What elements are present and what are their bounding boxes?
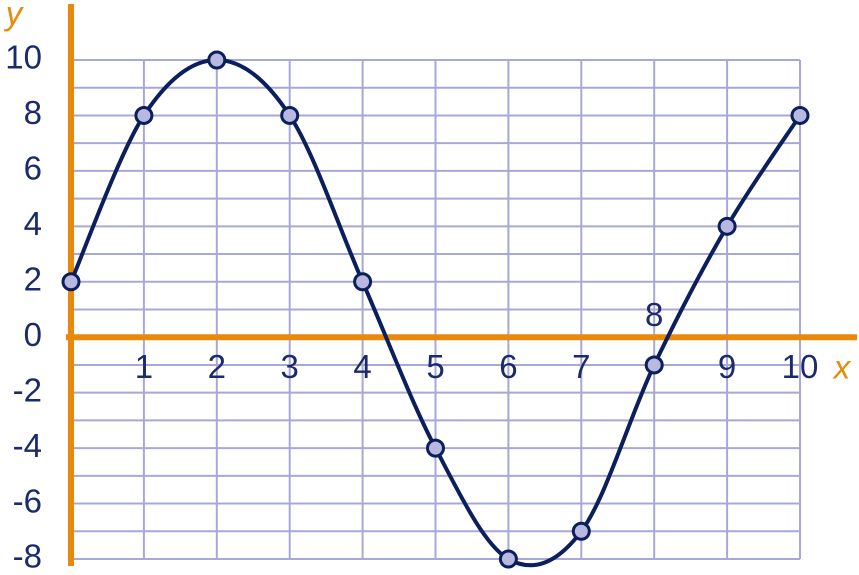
x-tick-label: 7 bbox=[572, 348, 590, 385]
y-tick-label: 2 bbox=[24, 260, 42, 297]
point bbox=[571, 521, 591, 541]
x-tick-label: 5 bbox=[426, 348, 444, 385]
point bbox=[353, 272, 373, 292]
point bbox=[426, 438, 445, 458]
x-tick-label: 10 bbox=[782, 348, 819, 385]
y-tick-label: -8 bbox=[13, 538, 42, 575]
x-tick-label: 8 bbox=[645, 296, 663, 333]
y-tick-label: 6 bbox=[24, 150, 42, 187]
x-axis-label: x bbox=[832, 349, 852, 386]
y-tick-label: -4 bbox=[13, 427, 42, 464]
y-tick-label: 0 bbox=[24, 316, 42, 353]
point bbox=[61, 272, 81, 292]
x-tick-label: 1 bbox=[135, 348, 153, 385]
point bbox=[280, 105, 300, 125]
x-tick-label: 9 bbox=[718, 348, 736, 385]
y-tick-label: 8 bbox=[24, 94, 42, 131]
y-axis-label: y bbox=[4, 0, 25, 32]
y-tick-label: 10 bbox=[5, 39, 42, 76]
x-tick-label: 6 bbox=[499, 348, 517, 385]
x-tick-label: 3 bbox=[281, 348, 299, 385]
x-tick-label: 2 bbox=[208, 348, 226, 385]
point bbox=[644, 355, 664, 375]
point bbox=[498, 549, 518, 569]
y-tick-label: -2 bbox=[13, 371, 42, 408]
point bbox=[207, 50, 227, 70]
x-tick-label: 4 bbox=[353, 348, 371, 385]
y-tick-label: -6 bbox=[13, 482, 42, 519]
point bbox=[790, 105, 810, 125]
y-tick-label: 4 bbox=[24, 205, 42, 242]
point bbox=[717, 216, 737, 236]
point bbox=[134, 105, 154, 125]
